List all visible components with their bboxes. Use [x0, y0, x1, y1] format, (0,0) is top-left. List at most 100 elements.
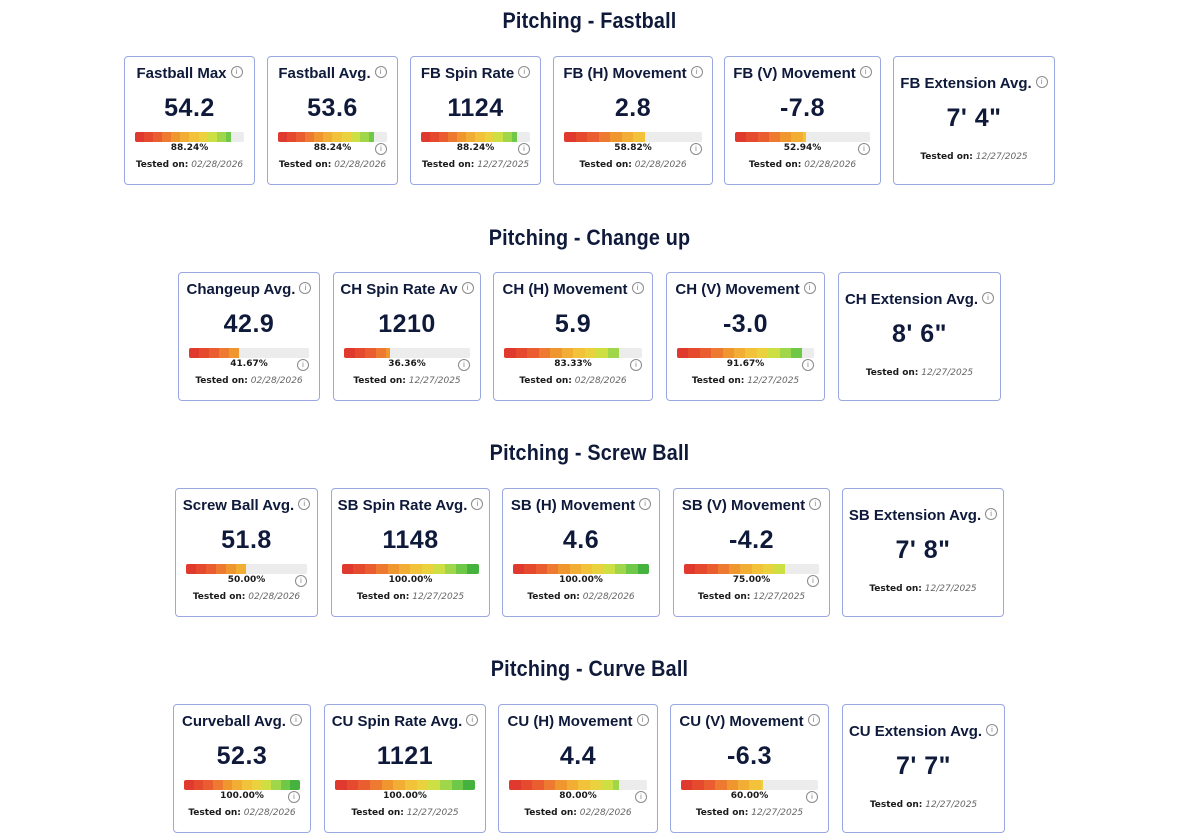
info-icon[interactable]: i [636, 714, 649, 726]
info-icon[interactable]: i [858, 143, 870, 155]
info-icon[interactable]: i [297, 359, 309, 371]
tested-on: Tested on: 02/28/2026 [188, 808, 296, 818]
bar-segment [715, 780, 727, 790]
info-icon[interactable]: i [471, 498, 484, 510]
bar-segment [762, 564, 774, 574]
bar-segment [580, 564, 593, 574]
bar-segment [451, 780, 464, 790]
info-icon[interactable]: i [374, 66, 387, 78]
bar-segment [502, 132, 512, 142]
tested-on: Tested on: 12/27/2025 [869, 800, 978, 810]
info-icon[interactable]: i [809, 498, 822, 510]
bar-segment [546, 564, 559, 574]
card-value: 53.6 [307, 94, 358, 122]
metric-card-fastball-avg: Fastball Avg. i 53.6 88.24% i Tested on: 0… [267, 56, 398, 185]
info-icon[interactable]: i [802, 359, 814, 371]
info-icon[interactable]: i [859, 66, 872, 78]
info-icon[interactable]: i [461, 282, 474, 294]
info-icon[interactable]: i [807, 714, 820, 726]
card-value: 7' 4" [946, 104, 1002, 132]
card-value: 42.9 [223, 310, 275, 338]
bar-segment [614, 564, 627, 574]
info-icon[interactable]: i [458, 359, 470, 371]
info-icon[interactable]: i [985, 508, 998, 520]
info-icon[interactable]: i [289, 714, 302, 726]
info-icon[interactable]: i [631, 282, 644, 294]
bar-segment [610, 132, 622, 142]
percentile-bar [564, 132, 702, 142]
card-value: 52.3 [216, 742, 268, 770]
percentile-label: 88.24% [170, 143, 209, 153]
percentile-label: 100.00% [388, 575, 433, 585]
percentile-label: 36.36% [388, 359, 426, 369]
info-icon[interactable]: i [690, 143, 702, 155]
bar-segment [515, 348, 527, 358]
info-icon[interactable]: i [375, 143, 387, 155]
info-icon[interactable]: i [639, 498, 652, 510]
bar-segment [738, 780, 750, 790]
tested-on: Tested on: 12/27/2025 [351, 808, 459, 818]
bar-segment [475, 132, 485, 142]
info-icon[interactable]: i [986, 724, 999, 736]
info-icon[interactable]: i [806, 791, 818, 803]
bar-segment [513, 564, 525, 574]
bar-segment [193, 780, 204, 790]
percentile-label: 80.00% [559, 791, 597, 801]
bar-segment [212, 780, 223, 790]
bar-segment [439, 132, 449, 142]
info-icon[interactable]: i [518, 143, 530, 155]
bar-segment [756, 348, 769, 358]
percentile-label: 88.24% [456, 143, 495, 153]
bar-segment [216, 564, 227, 574]
bar-segment [428, 780, 440, 790]
bar-segment [802, 132, 807, 142]
bar-segment [466, 132, 476, 142]
bar-segment [206, 564, 217, 574]
metric-card-sb-extension: SB Extension Avg. i 7' 8" Tested on: 12/2… [842, 488, 1004, 617]
card-label: FB (V) Movement [733, 65, 856, 82]
bar-segment [203, 780, 213, 790]
tested-on: Tested on: 02/28/2026 [135, 160, 244, 170]
info-icon[interactable]: i [630, 359, 642, 371]
info-icon[interactable]: i [690, 66, 703, 78]
tested-on: Tested on: 12/27/2025 [695, 808, 804, 818]
tested-date: 02/28/2026 [574, 376, 627, 386]
card-value: 1210 [378, 310, 436, 338]
info-icon[interactable]: i [807, 575, 819, 587]
card-label: SB Spin Rate Avg. [337, 497, 468, 514]
percentile-bar [504, 348, 642, 358]
bar-segment [236, 564, 247, 574]
percentile-bar [344, 348, 470, 358]
bar-segment [341, 132, 351, 142]
percentile-bar [184, 780, 300, 790]
bar-segment [509, 780, 521, 790]
tested-date: 12/27/2025 [975, 152, 1028, 162]
tested-on: Tested on: 12/27/2025 [920, 152, 1028, 162]
bar-segment [162, 132, 172, 142]
card-label: Changeup Avg. [186, 281, 296, 298]
info-icon[interactable]: i [635, 791, 647, 803]
bar-segment [626, 564, 638, 574]
bar-segment [681, 780, 693, 790]
info-icon[interactable]: i [466, 714, 479, 726]
card-label: CH (H) Movement [502, 281, 628, 298]
info-icon[interactable]: i [295, 575, 307, 587]
bar-segment [561, 348, 573, 358]
bar-segment [375, 348, 386, 358]
info-icon[interactable]: i [803, 282, 816, 294]
info-icon[interactable]: i [982, 292, 995, 304]
tested-on: Tested on: 02/28/2026 [519, 376, 627, 386]
percentile-bar [135, 132, 244, 142]
info-icon[interactable]: i [288, 791, 300, 803]
tested-date: 02/28/2026 [582, 592, 635, 602]
bar-segment [644, 132, 646, 142]
info-icon[interactable]: i [230, 66, 243, 78]
bar-segment [569, 564, 581, 574]
tested-date: 12/27/2025 [406, 808, 459, 818]
info-icon[interactable]: i [298, 498, 311, 510]
bar-segment [596, 348, 608, 358]
info-icon[interactable]: i [1035, 76, 1048, 88]
bar-segment [703, 780, 716, 790]
info-icon[interactable]: i [518, 66, 531, 78]
info-icon[interactable]: i [299, 282, 312, 294]
